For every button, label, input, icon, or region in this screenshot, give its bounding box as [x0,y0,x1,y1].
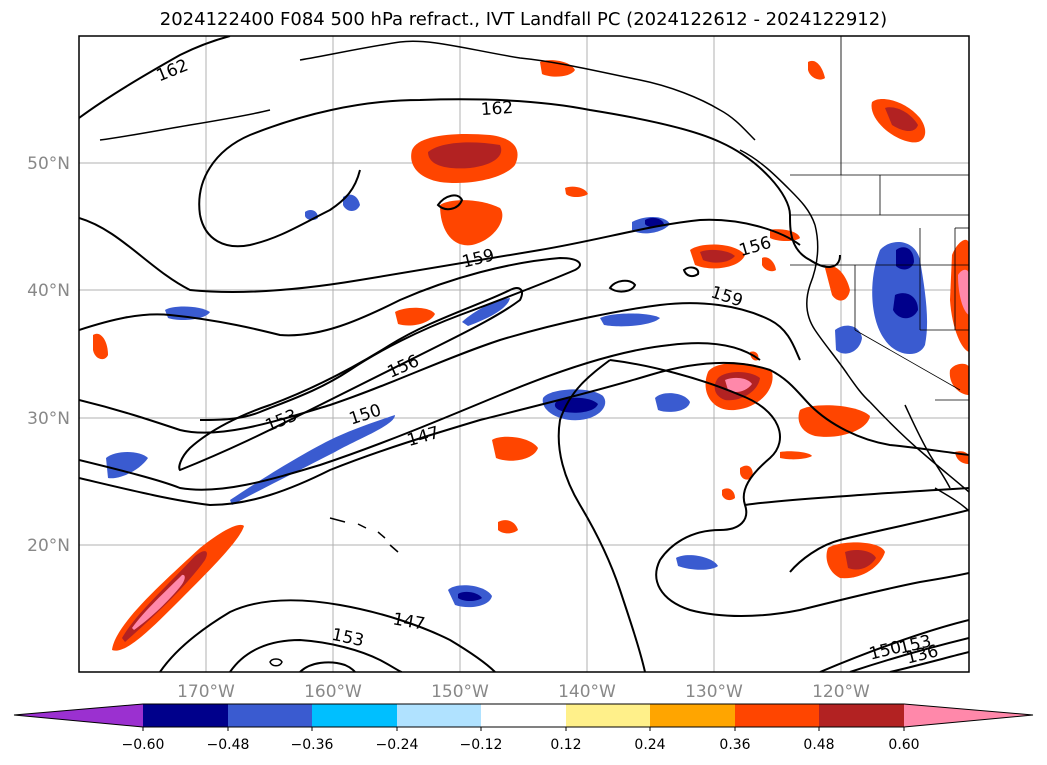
colorbar-extend-right [904,704,1033,727]
map-title: 2024122400 F084 500 hPa refract., IVT La… [159,9,888,30]
colorbar-segment [312,704,397,727]
bc-coast [739,149,816,226]
contour-159 [79,217,801,293]
colorbar-tick-label: −0.12 [460,737,503,753]
contour-150 [79,342,761,491]
lon-label: 150°W [431,682,489,702]
contour-150-se [849,637,969,672]
lat-label: 20°N [27,536,70,556]
contour-147-loop [609,359,969,617]
colorbar-segment [819,704,904,727]
contour-153 [79,302,801,434]
latitude-labels: 50°N 40°N 30°N 20°N [27,154,70,556]
lon-label: 160°W [304,682,362,702]
contour-147-south [159,599,496,672]
lon-label: 170°W [177,682,235,702]
colorbar-segment [650,704,735,727]
contour-156 [79,256,581,421]
contour-162-north [79,36,231,119]
lon-label: 120°W [812,682,870,702]
map-frame [79,36,969,672]
colorbar-tick-label: −0.36 [291,737,334,753]
borders [790,36,969,401]
lat-label: 40°N [27,281,70,301]
anomaly-filament-jet [230,415,395,505]
colorbar-segment [143,704,228,727]
contour-147 [79,362,969,507]
coastlines [99,40,969,667]
lon-label: 130°W [685,682,743,702]
colorbar: −0.60 −0.48 −0.36 −0.24 −0.12 0.12 0.24 … [13,703,1034,753]
contour-162 [198,98,841,268]
contour-jet-core [178,287,523,472]
colorbar-tick-label: 0.48 [803,737,834,753]
colorbar-segment [735,704,819,727]
colorbar-tick-label: 0.36 [719,737,750,753]
lon-label: 140°W [558,682,616,702]
colorbar-tick-label: −0.60 [122,737,165,753]
refractivity-contours [79,36,969,672]
lat-label: 50°N [27,154,70,174]
colorbar-segment [566,704,650,727]
map-border [78,35,970,673]
lat-label: 30°N [27,409,70,429]
baja-coast [869,401,969,493]
colorbar-tick-label: 0.60 [888,737,919,753]
alaska-coast [299,40,756,141]
colorbar-segment [228,704,312,727]
contour-136-se [889,651,969,672]
colorbar-segment [481,704,566,727]
colorbar-tick-label: 0.12 [550,737,581,753]
us-west-coast [805,224,871,403]
contour-label: 162 [480,98,514,120]
contour-153-south [229,638,403,672]
colorbar-extend-left [14,704,143,727]
hawaii [329,517,399,553]
colorbar-segment [397,704,481,727]
gridlines [79,36,969,672]
colorbar-tick-label: −0.48 [207,737,250,753]
colorbar-tick-label: −0.24 [376,737,419,753]
longitude-labels: 170°W 160°W 150°W 140°W 130°W 120°W [177,682,870,702]
colorbar-tick-label: 0.24 [634,737,665,753]
